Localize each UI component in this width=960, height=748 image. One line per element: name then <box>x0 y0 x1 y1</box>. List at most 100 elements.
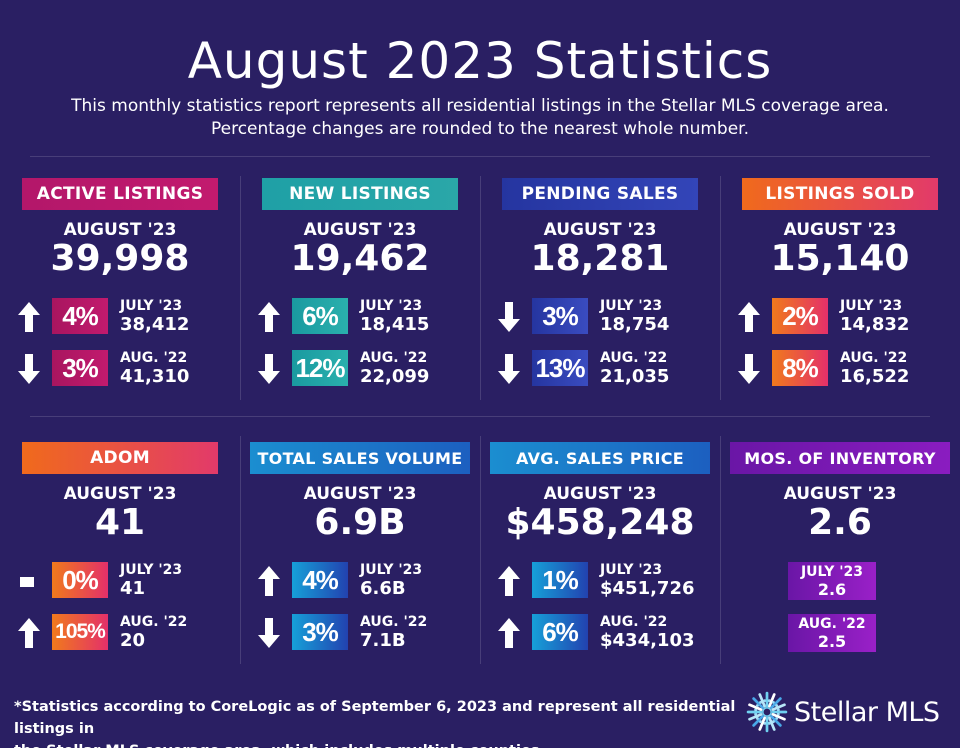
down-arrow-icon <box>16 352 42 386</box>
stat-value: 15,140 <box>770 238 910 279</box>
stat-period: AUGUST '23 <box>543 220 657 240</box>
comparison-row: 3% JULY '23 18,754 <box>490 296 710 336</box>
up-arrow-icon <box>736 300 762 334</box>
comparison-label: AUG. '22 <box>798 616 866 632</box>
stat-value: 18,281 <box>530 238 670 279</box>
comparison-value: 14,832 <box>840 314 910 335</box>
column-divider <box>480 176 481 400</box>
down-arrow-icon <box>496 352 522 386</box>
percent-change-badge: 12% <box>292 350 348 386</box>
stat-value: $458,248 <box>505 502 695 543</box>
stat-label: LISTINGS SOLD <box>742 178 938 210</box>
column-divider <box>240 436 241 664</box>
stat-label: ADOM <box>22 442 218 474</box>
stat-period: AUGUST '23 <box>63 220 177 240</box>
comparison-row: 8% AUG. '22 16,522 <box>730 348 950 388</box>
percent-change-badge: 2% <box>772 298 828 334</box>
stat-card: AVG. SALES PRICE AUGUST '23 $458,248 1% JU… <box>490 442 710 672</box>
percent-change-badge: 6% <box>532 614 588 650</box>
page-subtitle-line1: This monthly statistics report represent… <box>71 96 889 116</box>
footnote-line2: the Stellar MLS coverage area, which inc… <box>14 740 744 748</box>
comparison-box: AUG. '22 2.5 <box>788 614 876 652</box>
percent-change-badge: 8% <box>772 350 828 386</box>
stat-value: 39,998 <box>50 238 190 279</box>
stat-card: ADOM AUGUST '23 41 0% JULY '23 41 105% AUG… <box>10 442 230 672</box>
comparison-value: 41,310 <box>120 366 190 387</box>
dash-icon <box>16 564 42 598</box>
comparison-label: AUG. '22 <box>600 614 668 630</box>
stat-value: 19,462 <box>290 238 430 279</box>
star-burst-icon <box>746 691 788 733</box>
page-subtitle-line2: Percentage changes are rounded to the ne… <box>210 119 750 139</box>
comparison-row: 1% JULY '23 $451,726 <box>490 560 710 600</box>
stat-label: NEW LISTINGS <box>262 178 458 210</box>
top-divider <box>30 156 930 157</box>
comparison-label: AUG. '22 <box>840 350 908 366</box>
column-divider <box>240 176 241 400</box>
comparison-label: JULY '23 <box>600 562 663 578</box>
column-divider <box>720 436 721 664</box>
stat-period: AUGUST '23 <box>63 484 177 504</box>
column-divider <box>480 436 481 664</box>
comparison-label: JULY '23 <box>840 298 903 314</box>
percent-change-badge: 4% <box>292 562 348 598</box>
stat-value: 41 <box>94 502 146 543</box>
comparison-row: 105% AUG. '22 20 <box>10 612 230 652</box>
up-arrow-icon <box>496 616 522 650</box>
down-arrow-icon <box>736 352 762 386</box>
page-title: August 2023 Statistics <box>187 32 773 90</box>
comparison-row: 0% JULY '23 41 <box>10 560 230 600</box>
comparison-value: $434,103 <box>600 630 695 651</box>
stat-card: PENDING SALES AUGUST '23 18,281 3% JULY '2… <box>490 178 710 408</box>
comparison-row: 4% JULY '23 38,412 <box>10 296 230 336</box>
percent-change-badge: 13% <box>532 350 588 386</box>
percent-change-badge: 6% <box>292 298 348 334</box>
comparison-value: 41 <box>120 578 146 599</box>
logo-text: Stellar MLS <box>794 696 940 728</box>
comparison-label: JULY '23 <box>360 298 423 314</box>
comparison-row: 3% AUG. '22 7.1B <box>250 612 470 652</box>
percent-change-badge: 3% <box>292 614 348 650</box>
middle-divider <box>30 416 930 417</box>
comparison-value: 38,412 <box>120 314 190 335</box>
stat-label: AVG. SALES PRICE <box>490 442 710 474</box>
percent-change-badge: 3% <box>532 298 588 334</box>
comparison-label: JULY '23 <box>120 298 183 314</box>
percent-change-badge: 1% <box>532 562 588 598</box>
comparison-label: AUG. '22 <box>600 350 668 366</box>
stat-period: AUGUST '23 <box>783 220 897 240</box>
stat-label: MOS. OF INVENTORY <box>730 442 950 474</box>
stellar-mls-logo: Stellar MLS <box>746 690 946 734</box>
stat-label: TOTAL SALES VOLUME <box>250 442 470 474</box>
comparison-value: 21,035 <box>600 366 670 387</box>
comparison-label: JULY '23 <box>800 564 864 580</box>
stat-value: 6.9B <box>314 502 406 543</box>
comparison-label: JULY '23 <box>120 562 183 578</box>
footnote: *Statistics according to CoreLogic as of… <box>14 696 744 748</box>
comparison-value: 22,099 <box>360 366 430 387</box>
stat-card: TOTAL SALES VOLUME AUGUST '23 6.9B 4% JULY… <box>250 442 470 672</box>
column-divider <box>720 176 721 400</box>
down-arrow-icon <box>496 300 522 334</box>
stat-period: AUGUST '23 <box>303 484 417 504</box>
stat-label: PENDING SALES <box>502 178 698 210</box>
comparison-label: AUG. '22 <box>360 614 428 630</box>
comparison-row: 12% AUG. '22 22,099 <box>250 348 470 388</box>
comparison-value: 16,522 <box>840 366 910 387</box>
comparison-row: 6% JULY '23 18,415 <box>250 296 470 336</box>
comparison-value: 18,415 <box>360 314 430 335</box>
comparison-label: JULY '23 <box>600 298 663 314</box>
comparison-value: 7.1B <box>360 630 406 651</box>
stat-card: ACTIVE LISTINGS AUGUST '23 39,998 4% JULY … <box>10 178 230 408</box>
up-arrow-icon <box>16 300 42 334</box>
percent-change-badge: 4% <box>52 298 108 334</box>
comparison-label: AUG. '22 <box>360 350 428 366</box>
comparison-label: AUG. '22 <box>120 350 188 366</box>
comparison-box: JULY '23 2.6 <box>788 562 876 600</box>
stat-card: MOS. OF INVENTORY AUGUST '23 2.6 JULY '23 … <box>730 442 950 672</box>
stat-card: LISTINGS SOLD AUGUST '23 15,140 2% JULY '2… <box>730 178 950 408</box>
stat-value: 2.6 <box>808 502 872 543</box>
comparison-row: 3% AUG. '22 41,310 <box>10 348 230 388</box>
footnote-line1: *Statistics according to CoreLogic as of… <box>14 699 736 737</box>
comparison-value: 20 <box>120 630 146 651</box>
